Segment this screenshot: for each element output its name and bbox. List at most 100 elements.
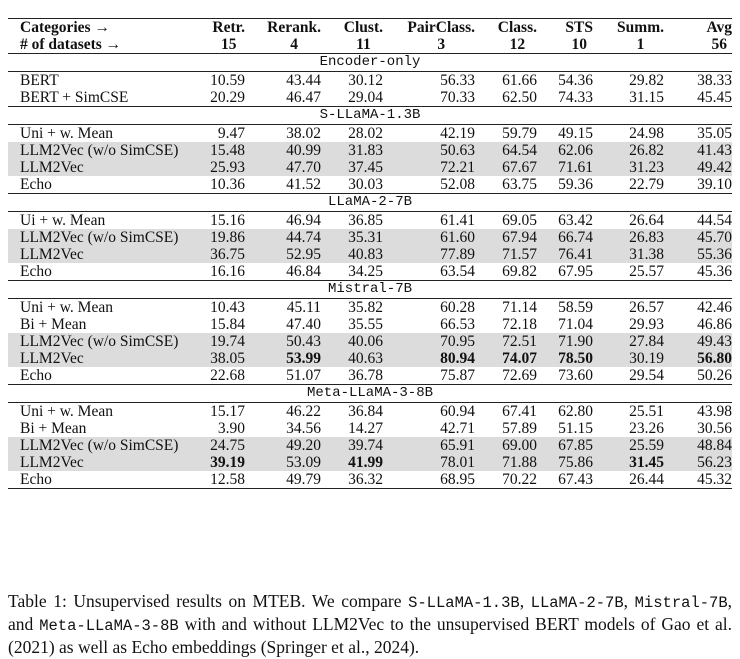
score-cell: 35.82 (348, 299, 383, 316)
score-cell: 49.43 (697, 333, 732, 350)
score-cell: 53.99 (286, 350, 321, 367)
score-cell: 56.80 (697, 350, 732, 367)
score-cell: 45.11 (286, 299, 321, 316)
score-cell: 71.90 (558, 333, 593, 350)
column-header: PairClass. (407, 19, 475, 36)
score-cell: 19.86 (210, 229, 245, 246)
score-cell: 38.33 (697, 72, 732, 89)
column-header: Summ. (617, 19, 664, 36)
score-cell: 26.44 (629, 471, 664, 488)
method-label: Uni + w. Mean (8, 402, 193, 420)
score-cell: 39.74 (348, 437, 383, 454)
table-row: Echo 10.36 41.52 30.03 52.08 63.75 59.36 22.79 3… (8, 176, 732, 194)
method-label: Ui + w. Mean (8, 211, 193, 229)
score-cell: 25.93 (210, 159, 245, 176)
score-cell: 40.63 (348, 350, 383, 367)
score-cell: 71.04 (558, 316, 593, 333)
score-cell: 54.36 (558, 72, 593, 89)
score-cell: 30.19 (629, 350, 664, 367)
score-cell: 76.41 (558, 246, 593, 263)
column-header: Avg (706, 19, 732, 36)
score-cell: 41.43 (697, 142, 732, 159)
categories-label: Categories → (8, 18, 193, 36)
score-cell: 74.07 (502, 350, 537, 367)
score-cell: 80.94 (440, 350, 475, 367)
score-cell: 67.67 (502, 159, 537, 176)
method-label: LLM2Vec (w/o SimCSE) (8, 333, 193, 350)
method-label: Bi + Mean (20, 420, 87, 437)
score-cell: 53.09 (286, 454, 321, 471)
score-cell: 47.70 (286, 159, 321, 176)
column-header: Retr. (212, 19, 245, 36)
score-cell: 36.32 (348, 471, 383, 488)
score-cell: 72.69 (502, 367, 537, 384)
score-cell: 26.57 (629, 299, 664, 316)
score-cell: 20.29 (210, 89, 245, 106)
score-cell: 22.79 (629, 176, 664, 193)
score-cell: 40.06 (348, 333, 383, 350)
score-cell: 29.04 (348, 89, 383, 106)
score-cell: 72.51 (502, 333, 537, 350)
score-cell: 36.78 (348, 367, 383, 384)
score-cell: 25.51 (629, 403, 664, 420)
score-cell: 49.79 (286, 471, 321, 488)
score-cell: 75.86 (558, 454, 593, 471)
table-row: Echo 16.16 46.84 34.25 63.54 69.82 67.95 25.57 4… (8, 263, 732, 281)
score-cell: 43.98 (697, 403, 732, 420)
score-cell: 45.36 (697, 263, 732, 280)
method-label: BERT + SimCSE (20, 89, 129, 106)
model-name: Meta-LLaMA-3-8B (8, 384, 732, 403)
table-row: LLM2Vec 38.05 53.99 40.63 80.94 74.07 78.50 30.… (8, 350, 732, 367)
score-cell: 46.84 (286, 263, 321, 280)
score-cell: 40.83 (348, 246, 383, 263)
score-cell: 50.26 (697, 367, 732, 384)
section-header: Encoder-only (8, 53, 732, 72)
section-header: S-LLaMA-1.3B (8, 106, 732, 125)
score-cell: 46.22 (286, 403, 321, 420)
score-cell: 49.20 (286, 437, 321, 454)
score-cell: 59.79 (502, 125, 537, 142)
score-cell: 66.53 (440, 316, 475, 333)
score-cell: 73.60 (558, 367, 593, 384)
table-row: BERT + SimCSE 20.29 46.47 29.04 70.33 62.50 74… (8, 89, 732, 107)
method-label: LLM2Vec (8, 350, 193, 367)
score-cell: 31.15 (629, 89, 664, 106)
method-label: Uni + w. Mean (8, 298, 193, 316)
score-cell: 26.82 (629, 142, 664, 159)
score-cell: 58.59 (558, 299, 593, 316)
score-cell: 74.33 (558, 89, 593, 106)
score-cell: 45.32 (697, 471, 732, 488)
table-row: BERT 10.59 43.44 30.12 56.33 61.66 54.36 29.82 3… (8, 71, 732, 89)
score-cell: 42.71 (440, 420, 475, 437)
score-cell: 36.85 (348, 212, 383, 229)
dataset-count: 1 (636, 36, 645, 53)
score-cell: 67.41 (502, 403, 537, 420)
table-row: Echo 12.58 49.79 36.32 68.95 70.22 67.43 26.44 4… (8, 471, 732, 489)
dataset-count: 3 (437, 36, 446, 53)
score-cell: 36.75 (210, 246, 245, 263)
score-cell: 78.01 (440, 454, 475, 471)
score-cell: 42.19 (440, 125, 475, 142)
method-label: Echo (20, 176, 52, 193)
score-cell: 46.94 (286, 212, 321, 229)
score-cell: 28.02 (348, 125, 383, 142)
score-cell: 71.88 (502, 454, 537, 471)
score-cell: 64.54 (502, 142, 537, 159)
score-cell: 48.84 (697, 437, 732, 454)
method-label: LLM2Vec (8, 454, 193, 471)
score-cell: 49.42 (697, 159, 732, 176)
score-cell: 22.68 (210, 367, 245, 384)
score-cell: 60.94 (440, 403, 475, 420)
score-cell: 50.43 (286, 333, 321, 350)
score-cell: 71.14 (502, 299, 537, 316)
method-label: BERT (8, 71, 193, 89)
method-label: LLM2Vec (8, 159, 193, 176)
score-cell: 15.16 (210, 212, 245, 229)
score-cell: 70.22 (502, 471, 537, 488)
score-cell: 59.36 (558, 176, 593, 193)
score-cell: 15.48 (210, 142, 245, 159)
header-row-categories: Categories → Retr. Rerank. Clust. PairClass.… (8, 18, 732, 36)
score-cell: 24.98 (629, 125, 664, 142)
score-cell: 51.15 (558, 420, 593, 437)
score-cell: 78.50 (558, 350, 593, 367)
